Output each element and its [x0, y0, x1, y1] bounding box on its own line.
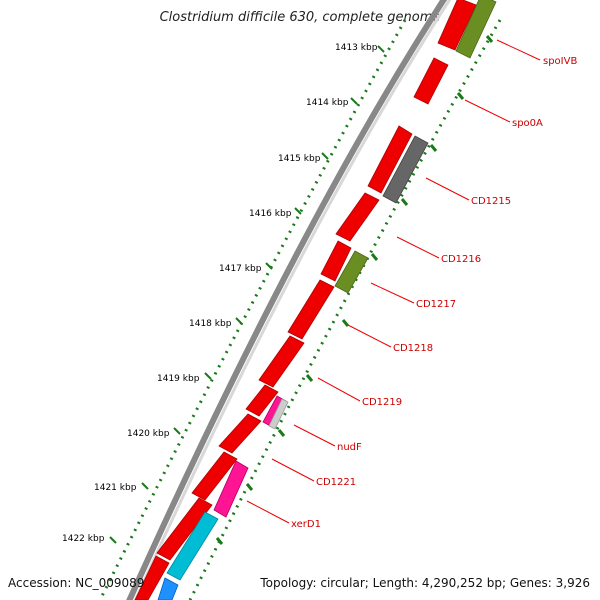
genome-summary-text: Topology: circular; Length: 4,290,252 bp…: [260, 576, 590, 590]
gene-label-cd1215: CD1215: [471, 196, 511, 207]
gene-track-red: [134, 0, 477, 600]
tick-1421: [141, 482, 149, 490]
tick-1414: [350, 97, 358, 105]
tick-1416: [294, 207, 302, 215]
genome-title: Clostridium difficile 630, complete geno…: [159, 10, 441, 25]
gene-block-gray[interactable]: [382, 135, 429, 204]
gene-block-nudF[interactable]: [245, 384, 279, 417]
gene-callouts: [246, 39, 541, 524]
tick-1422: [109, 536, 117, 544]
gene-label-cd1216: CD1216: [441, 254, 481, 265]
tick-1418: [235, 317, 243, 325]
gene-block-olive-1[interactable]: [455, 0, 497, 59]
kbp-label-1418: 1418 kbp: [189, 319, 232, 329]
gene-block-cd1216[interactable]: [335, 192, 380, 242]
tick-1420: [173, 427, 181, 435]
tick-1417: [265, 262, 273, 270]
gene-labels: spoIVB spo0A CD1215 CD1216 CD1217 CD1218…: [291, 56, 577, 530]
gene-block-cd1218[interactable]: [287, 279, 335, 340]
scale-dotted-line: [98, 19, 407, 600]
gene-label-nudF: nudF: [337, 442, 362, 453]
gene-block-cd1217[interactable]: [320, 240, 352, 282]
gene-label-cd1218: CD1218: [393, 343, 433, 354]
gene-track-inner: [157, 0, 497, 600]
kbp-label-1415: 1415 kbp: [278, 154, 321, 164]
backbone-arc: [126, 0, 448, 600]
gene-block-cd1215[interactable]: [367, 125, 413, 194]
gene-block-magenta-2[interactable]: [213, 460, 249, 518]
gene-block-extra[interactable]: [134, 555, 170, 600]
gene-block-cyan[interactable]: [166, 511, 219, 581]
kbp-label-1419: 1419 kbp: [157, 374, 200, 384]
inner-ticks: [215, 35, 494, 545]
gene-label-cd1217: CD1217: [416, 299, 456, 310]
gene-block-spoIVB[interactable]: [437, 0, 477, 51]
gene-label-cd1219: CD1219: [362, 397, 402, 408]
gene-block-xerD1[interactable]: [156, 497, 213, 561]
gene-label-cd1221: CD1221: [316, 477, 356, 488]
kbp-label-1420: 1420 kbp: [127, 429, 170, 439]
gene-block-olive-2[interactable]: [334, 250, 369, 294]
gene-label-spoIVB: spoIVB: [543, 56, 577, 67]
kbp-label-1413: 1413 kbp: [335, 43, 378, 53]
gene-block-cd1221b[interactable]: [191, 451, 238, 501]
kbp-label-1414: 1414 kbp: [306, 98, 349, 108]
gene-label-spo0A: spo0A: [512, 118, 543, 129]
kbp-label-1421: 1421 kbp: [94, 483, 137, 493]
gene-block-cd1221a[interactable]: [218, 413, 262, 454]
tick-1413: [377, 45, 385, 53]
scale-ticks: 1413 kbp 1414 kbp 1415 kbp 1416 kbp 1417…: [62, 43, 385, 544]
kbp-label-1417: 1417 kbp: [219, 264, 262, 274]
gene-block-lightgray[interactable]: [268, 398, 289, 430]
kbp-label-1422: 1422 kbp: [62, 534, 105, 544]
accession-text: Accession: NC_009089: [8, 576, 145, 590]
tick-1419: [204, 372, 212, 380]
gene-block-cd1219[interactable]: [258, 335, 305, 388]
tick-1415: [321, 152, 329, 160]
backbone-arc-light: [133, 0, 452, 600]
kbp-label-1416: 1416 kbp: [249, 209, 292, 219]
gene-block-spo0A[interactable]: [413, 57, 449, 105]
gene-block-blue[interactable]: [157, 577, 179, 600]
gene-label-xerD1: xerD1: [291, 519, 321, 530]
